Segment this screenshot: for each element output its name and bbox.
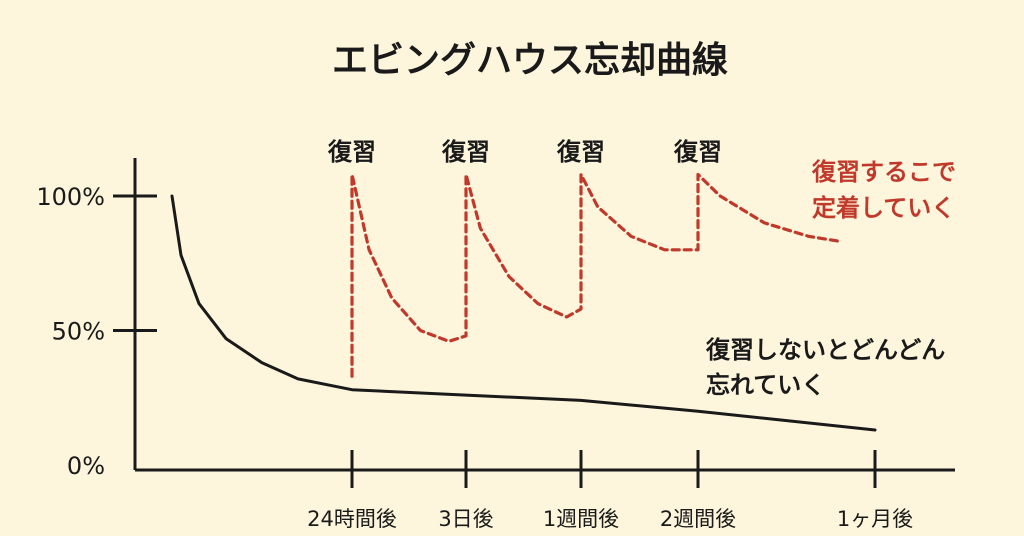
review-curve: [350, 172, 844, 378]
y-tick-label: 50%: [52, 318, 105, 346]
annotation-black-line: 忘れていく: [706, 371, 825, 399]
x-tick-label: 1ヶ月後: [837, 507, 913, 531]
review-label: 復習: [556, 138, 605, 166]
review-label: 復習: [673, 138, 722, 166]
annotation-black-line: 復習しないとどんどん: [705, 336, 945, 364]
annotation-red-line: 復習するこで: [811, 158, 956, 186]
x-tick-label: 2週間後: [660, 507, 736, 531]
chart-title: エビングハウス忘却曲線: [332, 40, 728, 81]
review-label: 復習: [441, 138, 490, 166]
review-labels: 復習 復習 復習 復習: [327, 138, 722, 166]
y-tick-label: 0%: [67, 452, 105, 480]
x-ticks: 24時間後 3日後 1週間後 2週間後 1ヶ月後: [307, 450, 913, 531]
annotation-red-line: 定着していく: [812, 194, 955, 222]
series-lines: [170, 172, 877, 432]
x-tick-label: 1週間後: [543, 507, 619, 531]
y-tick-label: 100%: [36, 183, 105, 211]
x-tick-label: 3日後: [438, 507, 493, 531]
no-review-curve: [170, 194, 877, 432]
review-label: 復習: [327, 138, 376, 166]
x-tick-label: 24時間後: [307, 507, 397, 531]
y-ticks: 100% 50% 0%: [36, 183, 157, 480]
axes: [133, 158, 955, 472]
